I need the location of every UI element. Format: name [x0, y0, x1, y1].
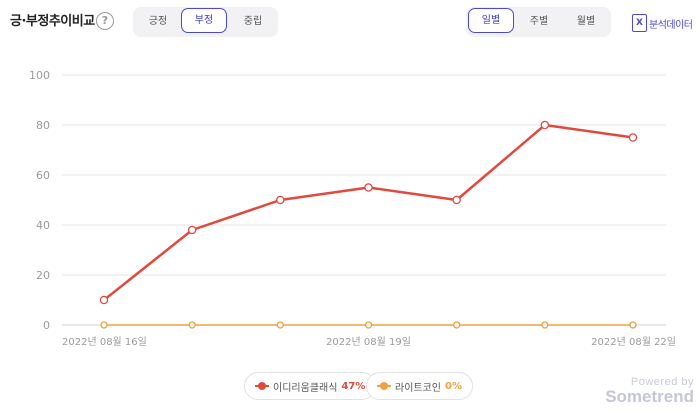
excel-icon: X [632, 14, 647, 32]
legend-percent-2: 0% [445, 380, 462, 392]
data-point[interactable] [364, 183, 373, 192]
data-point[interactable] [541, 321, 549, 329]
export-data-label: 분석데이터 [649, 19, 693, 31]
tab-negative[interactable]: 부정 [181, 8, 227, 33]
data-point[interactable] [453, 321, 461, 329]
page-title: 긍·부정추이비교 [10, 14, 95, 29]
legend-label-2: 라이트코인 [395, 382, 441, 394]
data-point[interactable] [540, 120, 550, 130]
data-point[interactable] [276, 321, 284, 329]
brand-text: Sometrend [605, 387, 694, 406]
tab-daily[interactable]: 일별 [468, 8, 514, 33]
x-tick-label: 2022년 08월 16일 [62, 336, 147, 348]
powered-by-text: Powered by [630, 376, 694, 388]
powered-by-logo: Powered by Sometrend [598, 376, 694, 407]
grid-lines [62, 74, 666, 326]
y-axis-ticks: 0 20 40 60 80 100 [29, 69, 50, 332]
tab-monthly[interactable]: 월별 [576, 16, 596, 27]
data-point[interactable] [628, 133, 638, 142]
y-tick-label: 40 [36, 219, 50, 232]
legend-percent-1: 47% [341, 380, 366, 392]
x-tick-label: 2022년 08월 19일 [326, 336, 411, 348]
x-axis-ticks: 2022년 08월 16일 2022년 08월 19일 2022년 08월 22일 [62, 336, 676, 348]
data-point[interactable] [629, 321, 637, 329]
y-tick-label: 20 [36, 269, 50, 282]
data-point[interactable] [276, 195, 285, 205]
data-point[interactable] [188, 321, 196, 329]
tab-positive[interactable]: 긍정 [148, 16, 168, 27]
sentiment-tab-group: 긍정 부정 중립 [133, 7, 278, 37]
help-icon[interactable]: ? [96, 12, 114, 30]
legend-item-series-1[interactable]: 이디리움클래식 47% [244, 372, 377, 400]
legend-label-1: 이디리움클래식 [273, 382, 338, 394]
y-tick-label: 0 [43, 319, 50, 332]
y-tick-label: 60 [36, 169, 50, 182]
series-line [103, 123, 634, 301]
tab-weekly[interactable]: 주별 [529, 16, 549, 27]
period-tab-group: 일별 주별 월별 [466, 7, 611, 37]
y-tick-label: 100 [29, 69, 50, 82]
export-data-button[interactable]: X 분석데이터 [632, 13, 693, 33]
y-tick-label: 80 [36, 119, 50, 132]
series-points [99, 120, 638, 329]
data-point[interactable] [100, 321, 108, 329]
data-point[interactable] [99, 295, 109, 305]
data-point[interactable] [452, 195, 461, 205]
tab-neutral[interactable]: 중립 [243, 16, 263, 27]
legend-item-series-2[interactable]: 라이트코인 0% [366, 372, 473, 400]
legend-marker-2 [377, 381, 391, 391]
data-point[interactable] [364, 321, 373, 329]
data-point[interactable] [187, 225, 197, 235]
x-tick-label: 2022년 08월 22일 [591, 336, 676, 348]
legend-marker-1 [255, 381, 269, 391]
